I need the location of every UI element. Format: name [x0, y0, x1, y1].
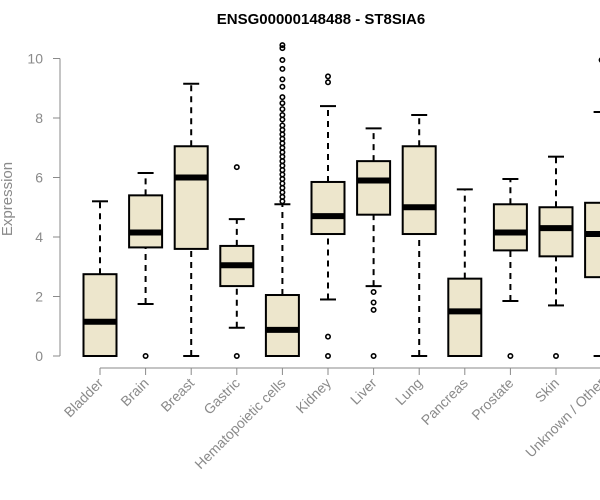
outlier-point — [279, 56, 286, 63]
x-tick-label: Kidney — [293, 375, 335, 417]
outlier-point — [370, 289, 377, 296]
outlier-point — [233, 164, 240, 171]
y-tick-label: 0 — [35, 348, 43, 364]
y-tick-label: 2 — [35, 289, 43, 305]
outlier-point — [324, 352, 331, 359]
box-iqr — [538, 206, 574, 258]
box-iqr — [128, 194, 164, 249]
outlier-point — [370, 299, 377, 306]
outlier-point — [324, 79, 331, 86]
box-group — [401, 114, 437, 357]
outlier-point — [279, 100, 286, 107]
box-group — [447, 188, 483, 357]
box-group — [356, 127, 392, 359]
box-iqr — [492, 203, 528, 252]
outlier-point — [279, 116, 286, 123]
outlier-point — [142, 352, 149, 359]
outlier-point — [233, 352, 240, 359]
box-group — [173, 82, 209, 357]
outlier-point — [279, 65, 286, 72]
box-iqr — [584, 201, 600, 279]
outlier-point — [279, 198, 286, 205]
box-series — [82, 42, 600, 359]
y-tick-label: 6 — [35, 170, 43, 186]
x-tick-label: Breast — [157, 375, 197, 415]
x-tick-label: Liver — [347, 375, 380, 408]
box-iqr — [82, 273, 118, 357]
box-group — [82, 200, 118, 357]
y-tick-label: 4 — [35, 229, 43, 245]
box-iqr — [401, 145, 437, 236]
x-tick-label: Pancreas — [418, 375, 471, 428]
box-iqr — [356, 160, 392, 216]
outlier-point — [279, 45, 286, 52]
outlier-point — [279, 42, 286, 49]
x-tick-label: Hematopoietic cells — [191, 375, 288, 472]
outlier-point — [370, 352, 377, 359]
box-group — [219, 164, 255, 359]
outlier-point — [598, 57, 600, 63]
x-tick-label: Gastric — [200, 375, 243, 418]
y-tick-label: 8 — [35, 110, 43, 126]
box-iqr — [310, 180, 346, 236]
chart-title: ENSG00000148488 - ST8SIA6 — [217, 11, 425, 28]
box-iqr — [447, 277, 483, 357]
outlier-point — [279, 106, 286, 113]
y-axis-label: Expression — [0, 162, 16, 236]
box-group — [538, 155, 574, 359]
x-tick-label: Skin — [532, 375, 563, 406]
x-tick-label: Lung — [392, 375, 425, 408]
x-tick-label: Unknown / Other — [522, 375, 600, 461]
y-tick-label: 10 — [27, 51, 43, 67]
outlier-point — [324, 73, 331, 80]
outlier-point — [279, 94, 286, 101]
box-group — [310, 73, 346, 359]
x-tick-label: Prostate — [468, 375, 516, 423]
box-group — [264, 42, 300, 358]
x-tick-label: Brain — [117, 375, 151, 409]
outlier-point — [507, 352, 514, 359]
outlier-point — [370, 306, 377, 313]
box-iqr — [264, 294, 300, 358]
axes: 0 2 4 6 8 10 Bladder Brain Breast GastricHematopo… — [27, 51, 600, 472]
box-group — [128, 172, 164, 359]
outlier-point — [324, 333, 331, 340]
box-group — [584, 57, 600, 357]
outlier-point — [279, 83, 286, 90]
x-tick-label: Bladder — [61, 375, 107, 421]
outlier-point — [552, 352, 559, 359]
box-iqr — [173, 145, 209, 250]
outlier-point — [279, 76, 286, 83]
box-group — [492, 177, 528, 359]
